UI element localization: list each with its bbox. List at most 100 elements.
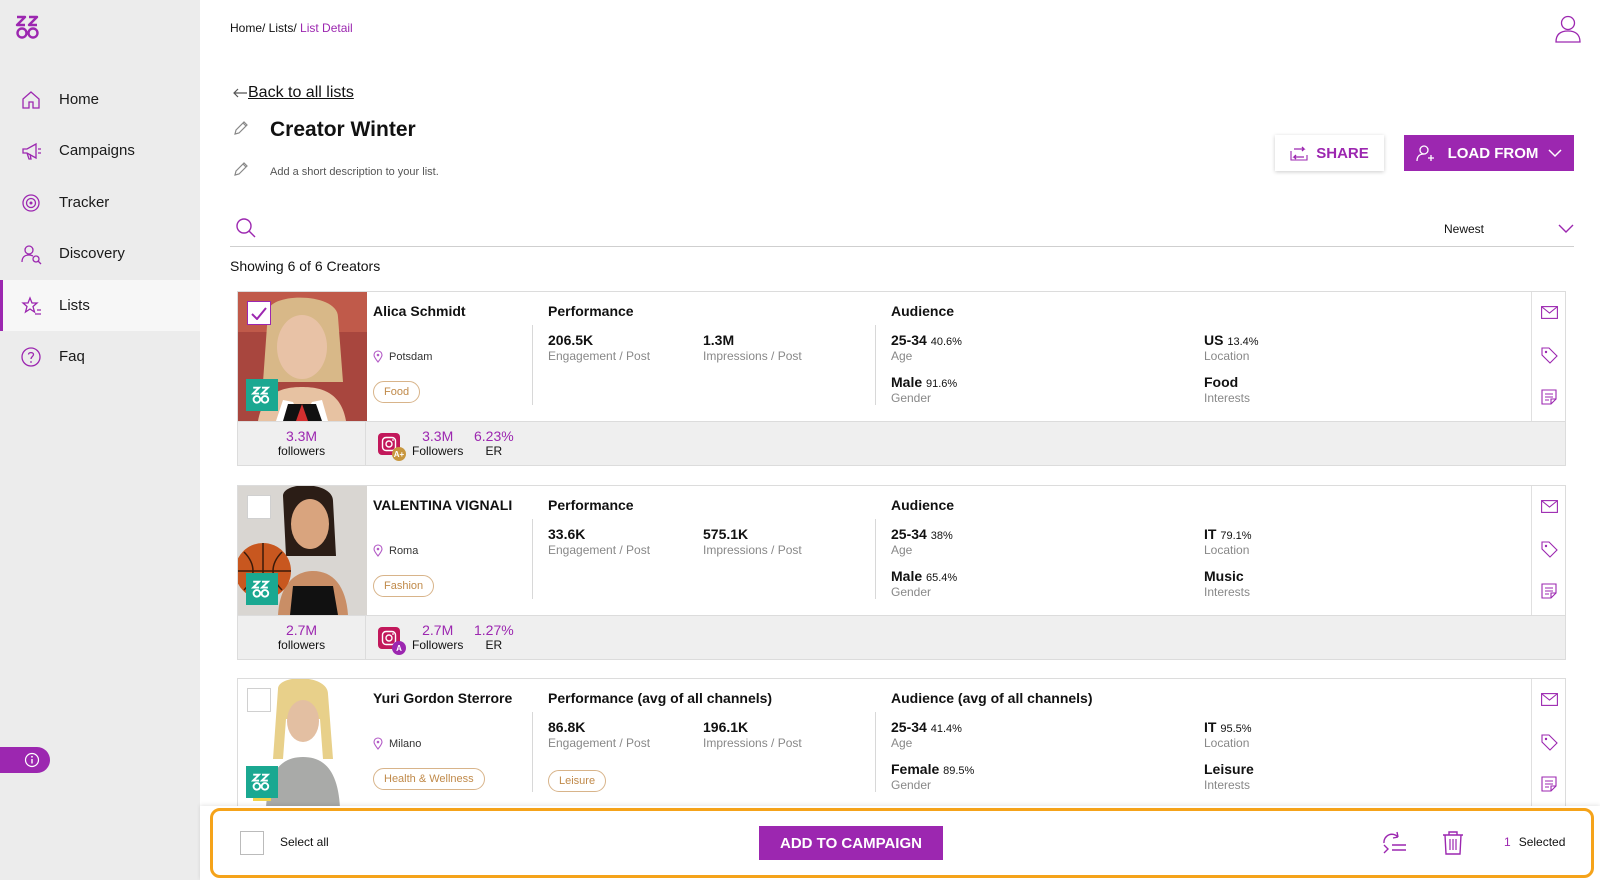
gender-label: Gender [891, 585, 932, 599]
engagement-rate: 1.27% ER [474, 622, 514, 652]
selected-count-label: Selected [1518, 835, 1566, 849]
followers-label: followers [277, 444, 326, 458]
gender-label: Gender [891, 778, 932, 792]
total-followers: 2.7M followers [238, 616, 366, 660]
er-value: 6.23% [474, 428, 514, 444]
creator-location: Milano [373, 737, 421, 750]
sidebar-item-tracker[interactable]: Tracker [0, 177, 200, 228]
notes-icon[interactable] [1540, 775, 1558, 793]
edit-title-icon[interactable] [232, 119, 250, 142]
sidebar-item-home[interactable]: Home [0, 74, 200, 125]
breadcrumb-lists[interactable]: Lists/ [265, 21, 297, 35]
question-icon [19, 345, 43, 369]
creator-name[interactable]: Alica Schmidt [373, 303, 466, 319]
trash-icon[interactable] [1439, 830, 1467, 856]
location-pct: 95.5% [1220, 723, 1252, 735]
divider [532, 519, 533, 599]
target-icon [19, 191, 43, 215]
notes-icon[interactable] [1540, 388, 1558, 406]
creator-location: Roma [373, 544, 418, 557]
select-all-checkbox[interactable] [240, 831, 264, 855]
creator-name[interactable]: Yuri Gordon Sterrore [373, 690, 513, 706]
engagement-metric: 206.5K Engagement / Post [548, 332, 650, 363]
sidebar-item-label: Home [59, 91, 100, 108]
add-user-icon [1415, 145, 1434, 162]
impressions-value: 575.1K [703, 526, 749, 542]
logo-icon[interactable] [14, 14, 44, 40]
sidebar-item-label: Lists [59, 297, 90, 314]
location-metric: IT 79.1% Location [1204, 526, 1252, 557]
checkmark-icon [251, 306, 267, 320]
location-label: Location [1204, 543, 1250, 557]
tag-icon[interactable] [1540, 733, 1558, 751]
creator-checkbox[interactable] [247, 495, 271, 519]
impressions-label: Impressions / Post [703, 736, 802, 750]
divider [532, 712, 533, 792]
selected-count-value: 1 [1504, 835, 1511, 849]
sidebar-item-campaigns[interactable]: Campaigns [0, 125, 200, 176]
age-metric: 25-34 41.4% Age [891, 719, 962, 750]
mail-icon[interactable] [1540, 497, 1558, 515]
back-to-lists-link[interactable]: Back to all lists [232, 84, 354, 102]
add-to-campaign-button[interactable]: ADD TO CAMPAIGN [759, 826, 943, 860]
category-tag: Fashion [373, 575, 435, 597]
user-profile-icon[interactable] [1554, 14, 1582, 49]
impressions-metric: 575.1K Impressions / Post [703, 526, 802, 557]
tag-icon[interactable] [1540, 346, 1558, 364]
divider [875, 325, 876, 405]
creator-card: VALENTINA VIGNALI Roma Fashion Performan… [237, 485, 1566, 660]
interests-label: Interests [1204, 391, 1251, 405]
performance-title: Performance [548, 303, 634, 319]
edit-description-icon[interactable] [232, 160, 250, 183]
sidebar-item-label: Campaigns [59, 142, 135, 159]
info-button[interactable] [0, 747, 50, 773]
sidebar-item-lists[interactable]: Lists [0, 280, 200, 331]
sidebar-item-label: Tracker [59, 194, 110, 211]
share-button[interactable]: SHARE [1275, 135, 1384, 171]
sidebar-item-label: Discovery [59, 245, 125, 262]
creator-checkbox[interactable] [247, 301, 271, 325]
audience-title: Audience [891, 303, 955, 319]
load-from-button[interactable]: LOAD FROM [1404, 135, 1574, 171]
engagement-value: 33.6K [548, 526, 586, 542]
age-value: 25-34 [891, 332, 927, 348]
total-followers: 3.3M followers [238, 422, 366, 466]
search-bar[interactable]: Newest [230, 211, 1574, 247]
performance-title: Performance [548, 497, 634, 513]
location-value: US [1204, 332, 1224, 348]
user-search-icon [19, 242, 43, 266]
creator-location-label: Potsdam [389, 350, 433, 363]
tag-icon[interactable] [1540, 540, 1558, 558]
creator-checkbox[interactable] [247, 688, 271, 712]
chevron-down-icon [1558, 224, 1574, 233]
location-value: IT [1204, 719, 1217, 735]
engagement-metric: 86.8K Engagement / Post [548, 719, 650, 750]
notes-icon[interactable] [1540, 582, 1558, 600]
category-tag: Food [373, 381, 421, 403]
sidebar-item-discovery[interactable]: Discovery [0, 228, 200, 279]
ig-followers-label: Followers [412, 638, 464, 652]
selected-count: 1 Selected [1504, 835, 1565, 849]
sort-dropdown[interactable]: Newest [1434, 217, 1574, 241]
engagement-rate: 6.23% ER [474, 428, 514, 458]
gender-value: Female [891, 761, 940, 777]
mail-icon[interactable] [1540, 690, 1558, 708]
divider [532, 325, 533, 405]
description-field[interactable]: Add a short description to your list. [270, 165, 439, 178]
share-icon [1290, 146, 1308, 161]
grade-badge: A [392, 641, 406, 655]
audience-title: Audience [891, 497, 955, 513]
breadcrumb-home[interactable]: Home/ [230, 21, 266, 35]
move-to-list-icon[interactable] [1380, 830, 1408, 856]
gender-value: Male [891, 568, 923, 584]
sidebar-item-faq[interactable]: Faq [0, 331, 200, 382]
followers-label: followers [277, 638, 326, 652]
ig-followers-value: 3.3M [422, 428, 454, 444]
impressions-value: 196.1K [703, 719, 749, 735]
location-label: Location [1204, 349, 1250, 363]
card-footer: 3.3M followers A+ 3.3M Followers 6.23% E… [238, 421, 1565, 466]
mail-icon[interactable] [1540, 303, 1558, 321]
search-icon[interactable] [235, 217, 257, 244]
impressions-value: 1.3M [703, 332, 735, 348]
creator-name[interactable]: VALENTINA VIGNALI [373, 497, 513, 513]
